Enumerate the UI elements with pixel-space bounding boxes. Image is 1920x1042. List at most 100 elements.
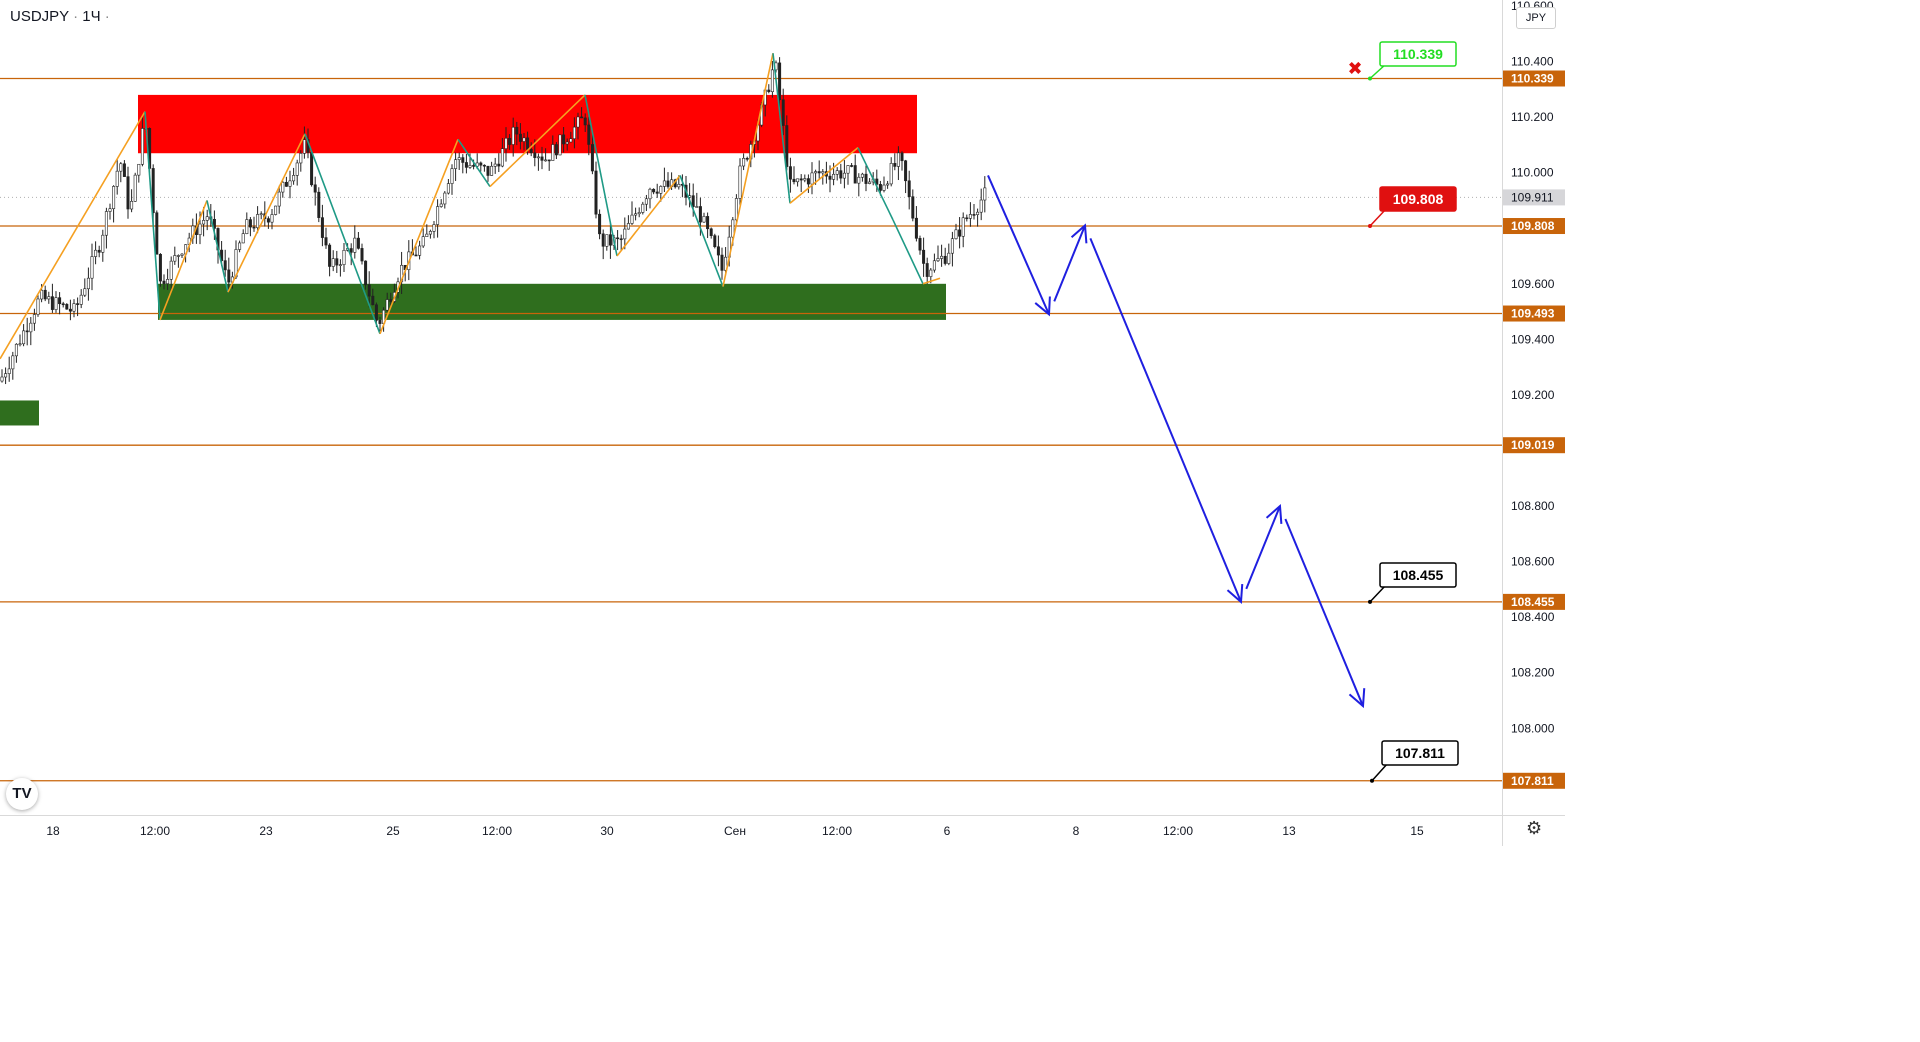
- candle-body: [691, 195, 695, 207]
- candle-body: [198, 223, 202, 235]
- candle-body: [65, 304, 69, 310]
- tradingview-logo[interactable]: TV: [6, 778, 38, 810]
- time-tick-label: 6: [944, 824, 951, 838]
- time-tick-label: 18: [46, 824, 60, 838]
- time-tick-label: 12:00: [1163, 824, 1193, 838]
- candle-body: [353, 237, 357, 253]
- chart-area[interactable]: USDJPY · 1Ч · ✖ 110.339 109.808 108.455 107.…: [0, 0, 1502, 815]
- callout-label: 108.455: [1393, 567, 1444, 583]
- candle-body: [331, 258, 335, 267]
- candle-body: [677, 183, 681, 188]
- candle-body: [968, 214, 972, 219]
- candle-body: [18, 343, 22, 346]
- price-scale[interactable]: 110.600110.400110.200110.000109.600109.4…: [1502, 0, 1565, 815]
- candle-body: [713, 235, 717, 248]
- candle-body: [605, 234, 609, 247]
- time-tick-label: 15: [1410, 824, 1424, 838]
- candle-body: [616, 237, 620, 240]
- candle-body: [83, 288, 87, 296]
- callout-label: 107.811: [1395, 745, 1445, 761]
- candle-body: [619, 238, 623, 241]
- candle-body: [630, 214, 634, 224]
- price-level-label: 107.811: [1511, 774, 1554, 788]
- candle-body: [540, 156, 544, 161]
- candle-body: [799, 178, 803, 181]
- candle-body: [385, 299, 389, 311]
- price-tick-label: 108.000: [1511, 721, 1555, 735]
- callout-label: 110.339: [1393, 46, 1443, 62]
- candle-body: [810, 172, 814, 185]
- candle-body: [662, 180, 666, 187]
- zigzag-line: [722, 53, 774, 287]
- projection-line: [1089, 238, 1242, 603]
- candle-body: [288, 180, 292, 187]
- zigzag-line: [457, 138, 491, 188]
- candle-body: [155, 212, 159, 255]
- gear-icon[interactable]: ⚙: [1526, 818, 1543, 838]
- symbol-title: USDJPY · 1Ч ·: [10, 8, 110, 25]
- candle-body: [666, 180, 670, 187]
- candle-body: [58, 297, 62, 305]
- candle-body: [580, 116, 584, 119]
- blank-area: [0, 846, 1920, 1042]
- currency-button[interactable]: JPY: [1516, 7, 1556, 29]
- candle-body: [47, 296, 51, 300]
- candle-body: [180, 253, 184, 256]
- price-level-label: 109.019: [1511, 438, 1555, 452]
- candle-body: [126, 176, 130, 210]
- candle-body: [832, 173, 836, 180]
- projection-arrowhead: [1070, 223, 1088, 244]
- candle-body: [43, 289, 47, 300]
- chart-canvas[interactable]: ✖ 110.339 109.808 108.455 107.811: [0, 0, 1502, 815]
- candle-body: [32, 314, 36, 324]
- callout-box: [1379, 562, 1457, 588]
- current-price-badge: [1503, 189, 1565, 206]
- candle-body: [29, 322, 33, 333]
- candle-body: [490, 165, 494, 176]
- candle-body: [659, 186, 663, 194]
- price-level-badge: [1503, 593, 1565, 610]
- price-tick-label: 108.600: [1511, 555, 1555, 569]
- candle-body: [778, 62, 782, 101]
- projection-line: [1284, 518, 1364, 707]
- candle-body: [68, 308, 72, 312]
- current-price-label: 109.911: [1511, 190, 1554, 204]
- projection-arrowhead: [1348, 688, 1366, 709]
- zigzag-line: [144, 111, 161, 320]
- candle-body: [706, 216, 710, 230]
- time-scale-canvas: 18 12:00 23 25 12:00 30 Сен 12:00 6 8 12:00 13 15: [46, 824, 1424, 838]
- blank-right: [1565, 0, 1920, 846]
- candle-body: [25, 330, 29, 333]
- candle-body: [896, 152, 900, 167]
- time-tick-label: 25: [386, 824, 400, 838]
- candle-body: [90, 256, 94, 279]
- candle-body: [439, 203, 443, 207]
- candle-body: [137, 163, 141, 176]
- time-scale[interactable]: 18 12:00 23 25 12:00 30 Сен 12:00 6 8 12:00 13 15: [0, 815, 1502, 846]
- candle-body: [950, 238, 954, 254]
- candle-body: [248, 219, 252, 228]
- candle-body: [608, 234, 612, 246]
- price-level-label: 109.493: [1511, 307, 1555, 321]
- candle-body: [518, 133, 522, 142]
- zigzag-line: [489, 94, 586, 188]
- callout-anchor: [1368, 599, 1372, 604]
- zigzag-line: [922, 277, 941, 285]
- candle-body: [860, 173, 864, 178]
- candle-body: [587, 124, 591, 145]
- zone-support: [158, 283, 946, 320]
- candle-body: [11, 355, 15, 370]
- callout-box: [1381, 740, 1459, 766]
- price-level-badge: [1503, 437, 1565, 454]
- candle-body: [54, 297, 58, 310]
- candle-body: [356, 237, 360, 249]
- candle-body: [497, 163, 501, 167]
- candle-body: [40, 289, 44, 300]
- interval[interactable]: 1Ч: [82, 8, 101, 25]
- separator-dot: ·: [104, 8, 110, 25]
- time-tick-label: 30: [600, 824, 614, 838]
- candle-body: [590, 144, 594, 172]
- candle-body: [565, 141, 569, 145]
- candle-body: [853, 165, 857, 184]
- candle-body: [961, 217, 965, 237]
